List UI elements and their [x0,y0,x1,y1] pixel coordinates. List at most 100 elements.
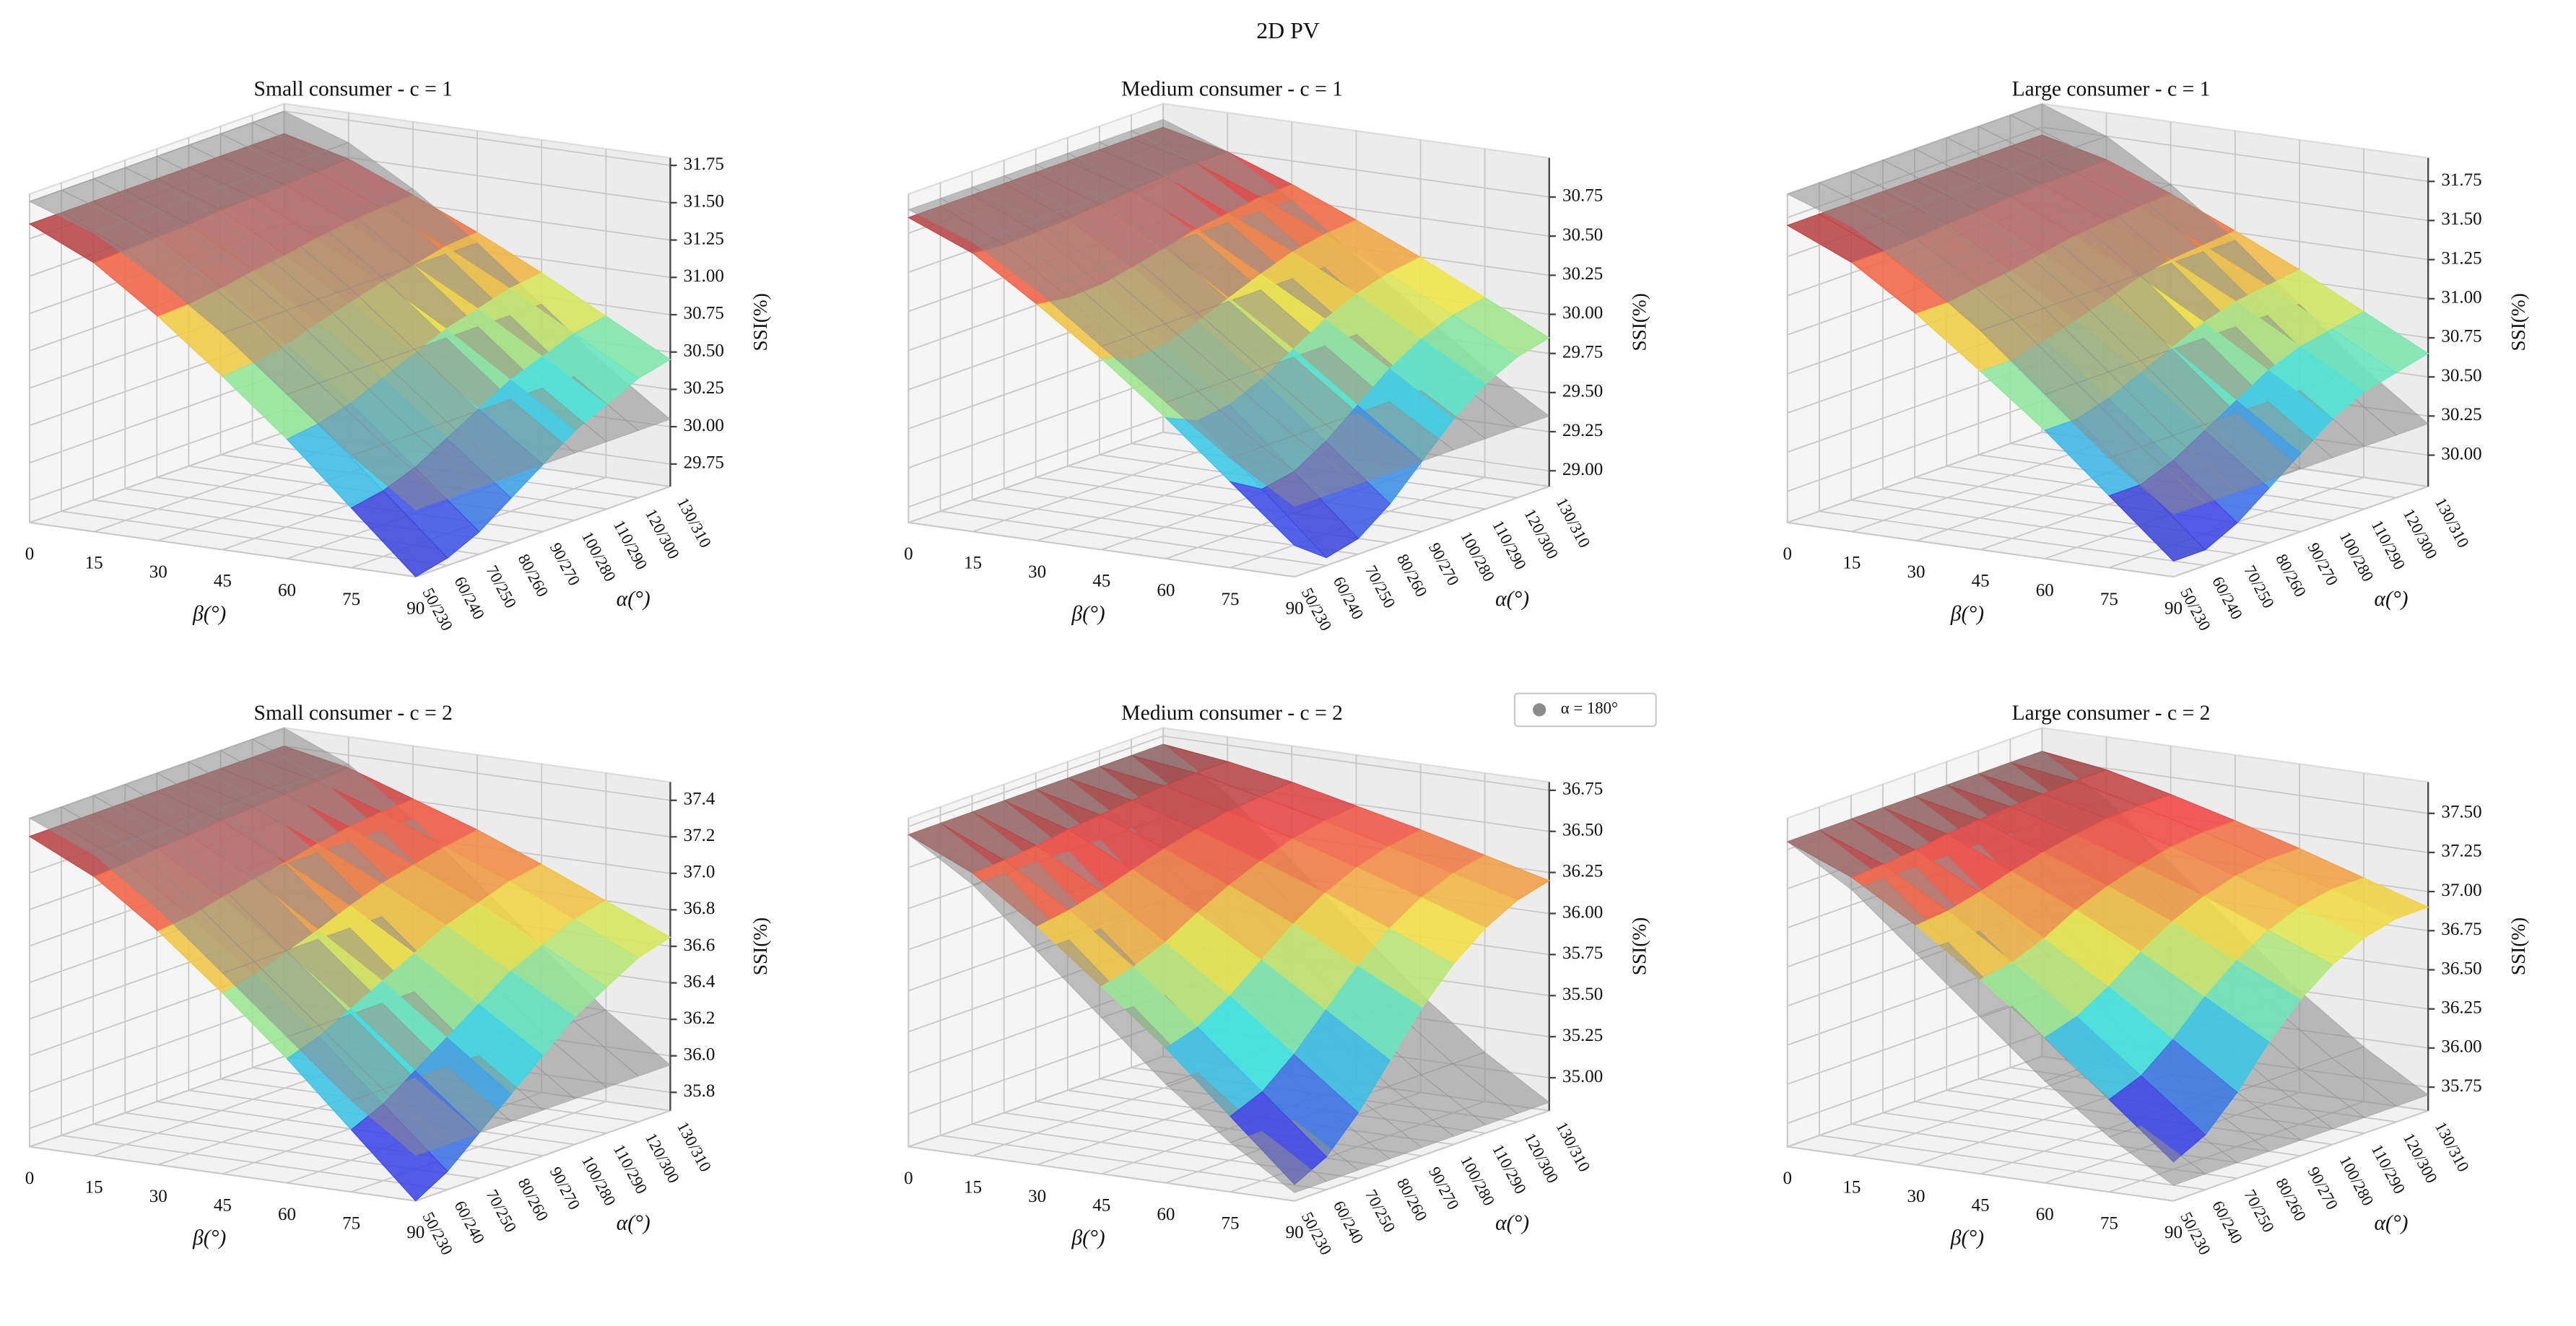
y-tick-label: 130/310 [2432,1119,2473,1175]
x-tick-label: 75 [2100,590,2118,609]
x-tick-label: 45 [214,1195,232,1215]
reference-patch [2331,1046,2429,1107]
reference-patch [2172,424,2270,492]
x-axis-label: β(°) [1950,1226,1984,1249]
z-tick-label: 30.25 [2441,405,2481,424]
x-axis-label: β(°) [192,602,226,625]
y-tick-label: 120/300 [642,506,683,562]
reference-patch [350,1089,448,1156]
z-axis-label: SSI(%) [749,293,771,351]
y-tick-label: 110/290 [2368,1141,2409,1197]
z-tick-label: 36.75 [1562,780,1603,799]
x-tick-label: 75 [1221,1213,1239,1233]
y-tick-label: 110/290 [1489,1141,1530,1197]
z-tick-label: 31.00 [2441,288,2481,307]
z-tick-label: 36.4 [684,972,715,991]
legend-label: α = 180° [1561,699,1618,717]
y-tick-label: 60/240 [451,1198,488,1247]
grid-line [29,818,416,1202]
grid-line [1818,183,2206,567]
z-tick-label: 31.75 [684,154,724,174]
x-tick-label: 60 [2036,580,2054,600]
y-tick-label: 60/240 [2209,574,2246,623]
reference-patch [1420,1063,1518,1126]
x-tick-label: 60 [278,1205,296,1224]
y-tick-label: 60/240 [1330,1198,1367,1247]
x-tick-label: 90 [2164,598,2183,618]
y-tick-label: 130/310 [674,1119,715,1175]
y-tick-label: 70/250 [1362,562,1399,611]
z-tick-label: 30.00 [1562,303,1603,323]
reference-patch [1292,424,1391,484]
z-tick-label: 35.8 [684,1081,715,1101]
z-tick-label: 37.50 [2441,803,2481,822]
y-tick-label: 70/250 [1362,1187,1399,1236]
z-axis-label: SSI(%) [749,917,771,975]
reference-patch [2108,1125,2206,1186]
grid-line [908,735,1549,827]
reference-patch [1452,1052,1550,1115]
x-tick-label: 90 [1286,1223,1304,1242]
z-tick-label: 36.50 [2441,959,2481,978]
z-axis-label: SSI(%) [2507,293,2529,351]
y-tick-label: 60/240 [2209,1198,2246,1247]
reference-patch [1388,1074,1487,1137]
y-tick-label: 100/280 [1457,1153,1498,1209]
z-tick-label: 37.4 [684,790,715,809]
z-tick-label: 30.00 [684,416,724,435]
figure-title: 2D PV [1256,18,1320,43]
y-tick-label: 130/310 [1552,494,1593,551]
z-tick-label: 35.25 [1562,1026,1603,1045]
y-tick-label: 120/300 [1520,1130,1562,1186]
subplot-title: Medium consumer - c = 2 [1121,702,1343,725]
z-tick-label: 31.50 [684,192,724,211]
reference-patch [2140,435,2238,504]
x-tick-label: 45 [1092,572,1110,591]
y-tick-label: 100/280 [578,1153,619,1209]
z-tick-label: 31.25 [2441,248,2481,268]
y-tick-label: 130/310 [1552,1119,1593,1175]
x-tick-label: 15 [964,1177,982,1197]
z-tick-label: 37.2 [684,826,715,845]
z-tick-label: 37.00 [2441,881,2481,900]
z-tick-label: 37.25 [2441,842,2481,861]
x-tick-label: 45 [214,572,232,591]
y-tick-label: 80/260 [515,1175,552,1224]
y-tick-label: 90/270 [2304,540,2341,589]
y-tick-label: 90/270 [1425,540,1463,589]
reference-patch [350,444,448,510]
x-tick-label: 90 [1286,598,1304,618]
y-tick-label: 120/300 [2400,1130,2441,1186]
y-tick-label: 100/280 [2336,528,2377,585]
y-tick-label: 110/290 [2368,517,2409,572]
x-tick-label: 15 [964,554,982,573]
z-tick-label: 30.25 [1562,264,1603,284]
x-tick-label: 15 [85,1177,103,1197]
x-tick-label: 30 [1907,1187,1925,1206]
reference-patch [1229,1130,1328,1193]
y-tick-label: 130/310 [2432,494,2473,551]
z-tick-label: 30.50 [2441,366,2481,385]
subplot-title: Small consumer - c = 1 [254,77,453,100]
grid-line [908,818,1295,1202]
y-axis-label: α(°) [2374,1212,2408,1235]
x-tick-label: 0 [25,1169,35,1188]
z-tick-label: 30.25 [684,378,724,398]
z-tick-label: 37.0 [684,863,715,882]
grid-line [29,193,416,577]
z-tick-label: 31.50 [2441,209,2481,229]
z-tick-label: 36.75 [2441,920,2481,939]
grid-line [92,171,480,555]
reference-patch [414,421,513,488]
x-tick-label: 45 [1972,1195,1990,1215]
y-axis-label: α(°) [617,588,650,611]
subplot-title: Medium consumer - c = 1 [1121,77,1343,100]
reference-patch [1357,1086,1455,1148]
subplot-title: Small consumer - c = 2 [254,702,453,725]
y-tick-label: 110/290 [610,517,651,572]
z-tick-label: 31.75 [2441,170,2481,190]
y-axis-label: α(°) [1495,588,1529,611]
x-tick-label: 60 [2036,1205,2054,1224]
x-tick-label: 15 [85,554,103,573]
